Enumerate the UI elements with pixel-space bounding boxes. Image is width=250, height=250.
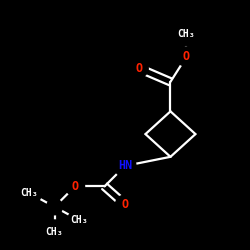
Circle shape xyxy=(177,47,196,66)
Text: CH₃: CH₃ xyxy=(71,216,88,226)
Text: CH₃: CH₃ xyxy=(178,29,195,39)
Circle shape xyxy=(129,59,148,78)
Text: O: O xyxy=(72,180,78,193)
Circle shape xyxy=(43,220,66,244)
Circle shape xyxy=(114,155,136,177)
Text: HN: HN xyxy=(118,160,132,172)
Circle shape xyxy=(66,177,84,196)
Text: O: O xyxy=(183,50,190,63)
Text: O: O xyxy=(135,62,142,75)
Circle shape xyxy=(68,209,91,232)
Circle shape xyxy=(174,22,198,46)
Text: CH₃: CH₃ xyxy=(46,227,63,237)
Circle shape xyxy=(116,195,134,214)
Text: O: O xyxy=(122,198,128,211)
Circle shape xyxy=(18,181,41,205)
Text: CH₃: CH₃ xyxy=(21,188,38,198)
Circle shape xyxy=(46,199,62,215)
